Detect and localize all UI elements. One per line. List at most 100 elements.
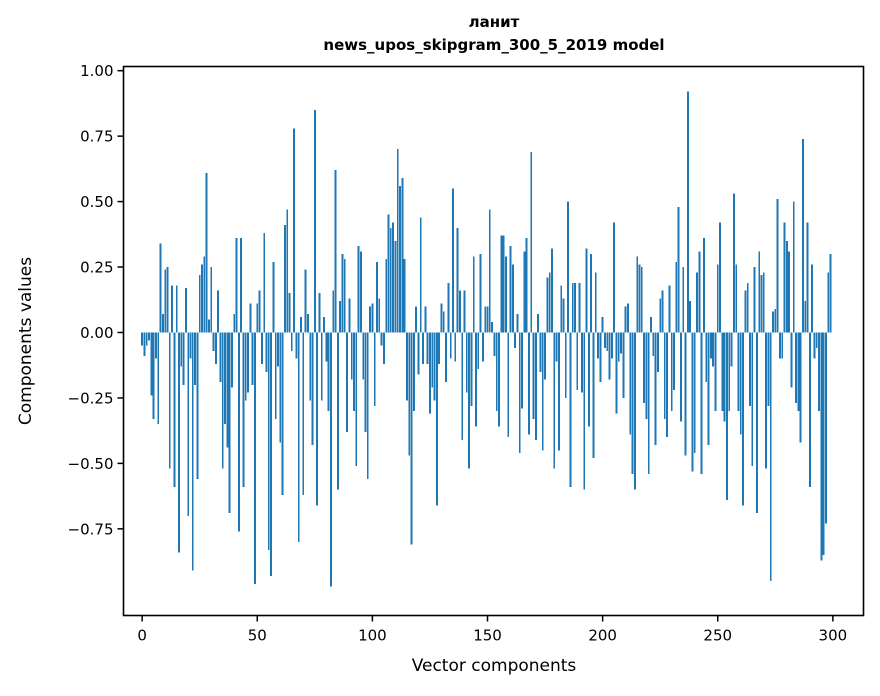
- bar: [431, 332, 434, 388]
- bar: [716, 264, 719, 333]
- bar: [553, 332, 556, 469]
- bar: [362, 332, 365, 380]
- bar: [263, 233, 266, 333]
- bar: [339, 301, 342, 333]
- bar: [196, 332, 199, 480]
- bar: [790, 332, 793, 388]
- bar: [567, 201, 570, 333]
- chart-title-line1: ланит: [469, 13, 520, 31]
- bar: [187, 332, 190, 516]
- bar: [532, 332, 535, 419]
- bar: [320, 332, 323, 401]
- bar: [189, 332, 192, 359]
- bar: [636, 256, 639, 333]
- bar: [732, 193, 735, 333]
- bar: [267, 332, 270, 550]
- bar: [631, 332, 634, 474]
- bar: [569, 332, 572, 487]
- bar: [760, 274, 763, 333]
- bar: [781, 332, 784, 359]
- bar: [599, 332, 602, 383]
- bar: [578, 282, 581, 333]
- chart-title-line2: news_upos_skipgram_300_5_2019 model: [323, 36, 664, 54]
- bar: [302, 332, 305, 495]
- bar: [366, 332, 369, 480]
- bar: [696, 272, 698, 333]
- bar: [511, 264, 514, 333]
- bar: [429, 332, 431, 414]
- bar: [742, 332, 745, 506]
- bar: [316, 332, 319, 506]
- bar: [422, 332, 424, 364]
- bar: [359, 251, 362, 333]
- bar: [541, 332, 544, 451]
- bar: [597, 332, 599, 359]
- y-tick-label: 1.00: [80, 62, 113, 80]
- bar: [804, 301, 807, 333]
- bar: [454, 332, 457, 362]
- bar: [799, 332, 802, 443]
- bar: [493, 332, 496, 357]
- bar: [424, 306, 427, 333]
- bar: [762, 272, 765, 333]
- bar: [735, 264, 738, 333]
- bar: [779, 332, 781, 359]
- bar: [426, 332, 429, 364]
- bar: [412, 332, 415, 412]
- bar: [150, 332, 153, 396]
- bar: [237, 332, 240, 532]
- bar: [440, 303, 443, 333]
- bar: [518, 332, 521, 453]
- bar: [670, 332, 673, 412]
- bar: [208, 319, 210, 333]
- bar: [677, 206, 680, 333]
- y-tick-label: 0.00: [80, 324, 113, 342]
- bar: [327, 332, 330, 412]
- bar: [537, 314, 540, 333]
- bar: [691, 332, 694, 472]
- bar: [205, 172, 208, 333]
- bar: [235, 238, 238, 333]
- bar: [373, 332, 376, 406]
- bar: [346, 332, 348, 432]
- bar: [293, 128, 296, 333]
- bar: [435, 332, 438, 506]
- bar: [571, 282, 574, 333]
- bar: [251, 332, 254, 385]
- bar: [585, 248, 588, 333]
- bar: [178, 332, 180, 553]
- bar: [679, 332, 682, 422]
- bar: [767, 332, 770, 406]
- bar-series: [141, 91, 832, 587]
- bar: [811, 264, 814, 333]
- bar: [749, 332, 751, 406]
- y-tick-label: 0.75: [80, 128, 113, 146]
- bar: [231, 332, 233, 388]
- bar: [528, 332, 530, 435]
- bar: [484, 306, 487, 333]
- bar: [463, 290, 466, 333]
- bar: [645, 332, 648, 419]
- bar: [755, 332, 758, 514]
- bar: [534, 332, 537, 440]
- bar: [730, 332, 733, 367]
- bar: [226, 332, 229, 448]
- bar: [191, 332, 194, 571]
- bar: [224, 332, 226, 425]
- bar: [608, 332, 611, 380]
- bar: [341, 253, 344, 333]
- bar: [728, 332, 731, 412]
- bar: [705, 332, 708, 383]
- bar: [145, 332, 148, 346]
- bar: [802, 138, 804, 333]
- bar: [772, 311, 774, 333]
- bar: [297, 332, 300, 542]
- bar: [198, 274, 201, 333]
- bar: [210, 267, 213, 333]
- bar: [604, 332, 606, 349]
- bar: [820, 332, 823, 561]
- bar: [350, 332, 353, 380]
- bar: [481, 332, 484, 362]
- bar: [141, 332, 144, 346]
- bar: [610, 332, 613, 359]
